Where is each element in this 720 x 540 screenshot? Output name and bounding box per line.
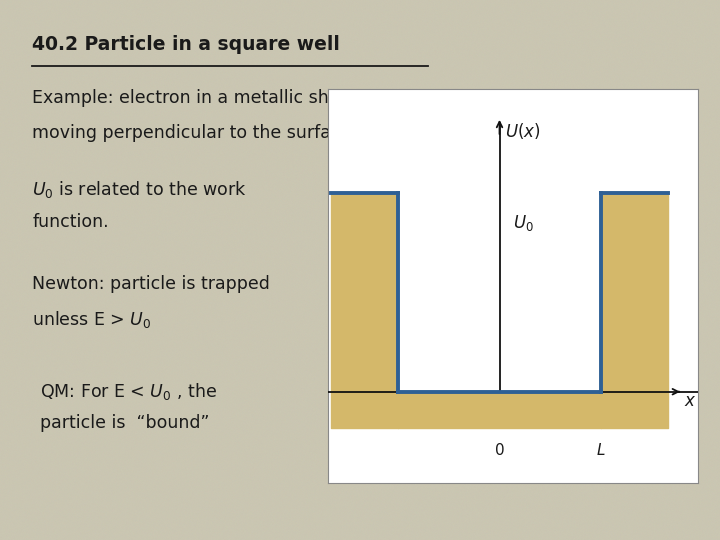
Text: function.: function.: [32, 213, 109, 231]
Text: Example: electron in a metallic sheet of thickness L,: Example: electron in a metallic sheet of…: [32, 89, 489, 107]
Text: $L$: $L$: [596, 442, 606, 458]
Text: unless E > $U_0$: unless E > $U_0$: [32, 309, 152, 330]
Text: Newton: particle is trapped: Newton: particle is trapped: [32, 275, 270, 293]
Text: $U_0$ is related to the work: $U_0$ is related to the work: [32, 179, 247, 200]
Text: QM: For E < $U_0$ , the: QM: For E < $U_0$ , the: [40, 381, 217, 402]
Text: $x$: $x$: [684, 393, 697, 410]
Text: particle is  “bound”: particle is “bound”: [40, 414, 209, 432]
Text: moving perpendicular to the surface of the sheet: moving perpendicular to the surface of t…: [32, 124, 462, 142]
Text: 40.2 Particle in a square well: 40.2 Particle in a square well: [32, 35, 341, 54]
Text: $U(x)$: $U(x)$: [505, 121, 541, 141]
Text: $0$: $0$: [494, 442, 505, 458]
Text: $U_0$: $U_0$: [513, 213, 534, 233]
